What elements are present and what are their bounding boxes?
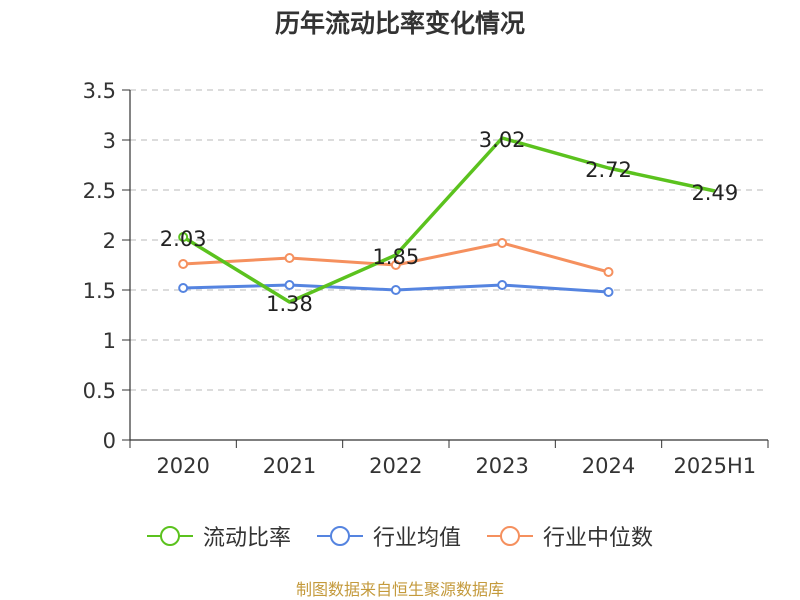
series-line-0 bbox=[182, 136, 716, 304]
data-point bbox=[603, 267, 614, 277]
legend-line-marker-icon bbox=[316, 526, 363, 546]
legend-item-industry-median[interactable]: 行业中位数 bbox=[487, 520, 653, 552]
y-tick-label: 2 bbox=[103, 229, 116, 253]
axes: 0 0.5 1 1.5 2 2.5 3 3.5 2020 2021 2022 2023 2024 2025… bbox=[83, 79, 769, 478]
legend: 流动比率 行业均值 行业中位数 bbox=[0, 516, 800, 556]
chart-title: 历年流动比率变化情况 bbox=[274, 9, 525, 38]
data-point bbox=[497, 280, 508, 290]
series-markers bbox=[178, 232, 614, 297]
data-point bbox=[178, 259, 189, 269]
data-point bbox=[178, 283, 189, 293]
legend-label: 行业均值 bbox=[372, 526, 461, 551]
data-point bbox=[178, 232, 189, 242]
data-point bbox=[390, 260, 401, 270]
legend-label: 行业中位数 bbox=[543, 526, 654, 551]
legend-item-industry-mean[interactable]: 行业均值 bbox=[316, 520, 461, 552]
y-tick-label: 1 bbox=[103, 329, 116, 353]
x-tick-label: 2022 bbox=[369, 454, 422, 478]
data-label: 2.49 bbox=[691, 181, 738, 205]
gridlines bbox=[130, 89, 768, 391]
data-point bbox=[603, 287, 614, 297]
series-lines bbox=[182, 136, 716, 304]
data-label: 2.03 bbox=[160, 227, 207, 251]
x-tick-label: 2025H1 bbox=[674, 454, 757, 478]
y-tick-label: 0 bbox=[103, 429, 116, 453]
y-tick-label: 0.5 bbox=[83, 379, 116, 403]
data-labels: 2.03 1.38 1.85 3.02 2.72 2.49 bbox=[160, 128, 738, 316]
source-note: 制图数据来自恒生聚源数据库 bbox=[295, 580, 504, 599]
y-tick-label: 1.5 bbox=[83, 279, 116, 303]
y-tick-label: 2.5 bbox=[83, 179, 116, 203]
x-tick-label: 2020 bbox=[156, 454, 209, 478]
data-point bbox=[390, 285, 401, 295]
legend-label: 流动比率 bbox=[202, 526, 291, 551]
data-point bbox=[497, 238, 508, 248]
y-tick-label: 3 bbox=[103, 129, 116, 153]
data-point bbox=[284, 253, 295, 263]
legend-item-current-ratio[interactable]: 流动比率 bbox=[146, 520, 291, 552]
x-tick-label: 2023 bbox=[475, 454, 528, 478]
data-label: 3.02 bbox=[479, 128, 526, 152]
data-label: 1.85 bbox=[372, 245, 419, 269]
data-label: 2.72 bbox=[585, 158, 632, 182]
x-tick-label: 2024 bbox=[582, 454, 635, 478]
legend-line-marker-icon bbox=[146, 526, 193, 546]
data-point bbox=[284, 280, 295, 290]
x-tick-label: 2021 bbox=[263, 454, 316, 478]
data-label: 1.38 bbox=[266, 292, 313, 316]
legend-line-marker-icon bbox=[487, 526, 533, 546]
y-tick-label: 3.5 bbox=[83, 79, 116, 103]
